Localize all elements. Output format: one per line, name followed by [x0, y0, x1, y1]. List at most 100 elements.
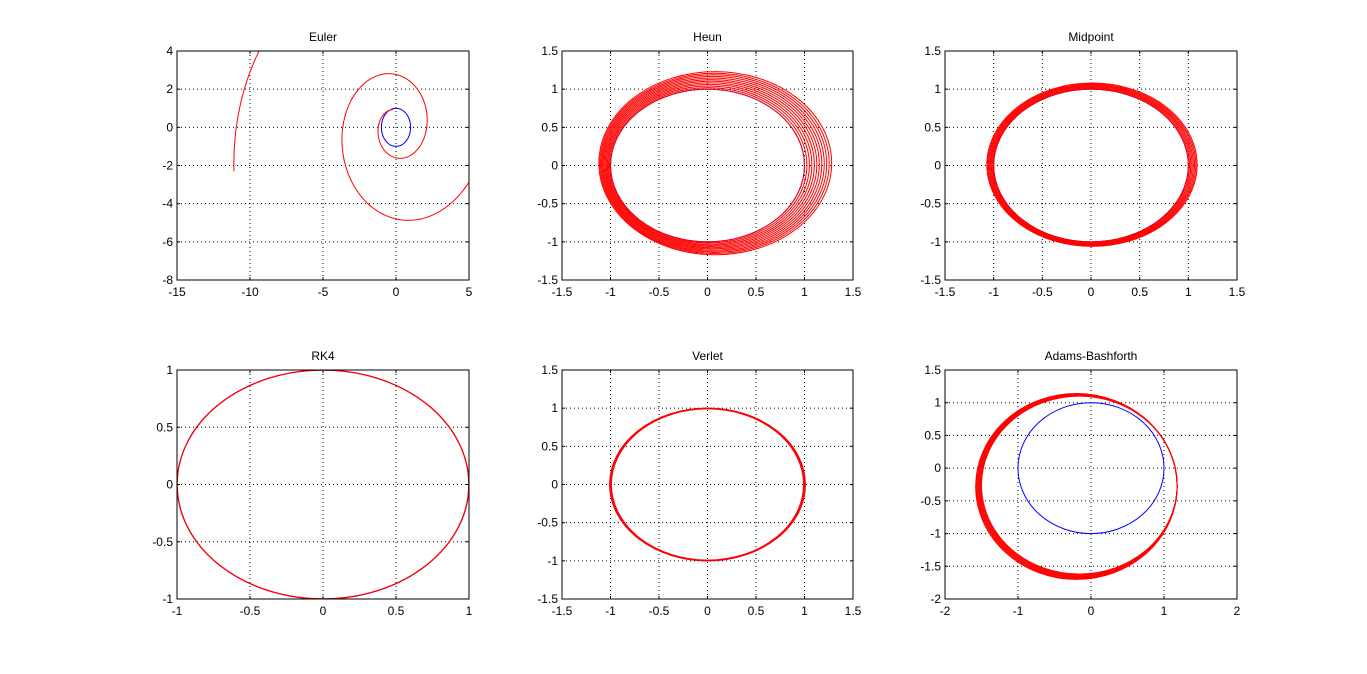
- series-line-numerical: [609, 407, 806, 562]
- y-tick-label: -0.5: [537, 516, 558, 530]
- x-tick-label: 0: [320, 604, 327, 618]
- x-tick-label: -1.5: [552, 285, 573, 299]
- plot-area: [986, 82, 1198, 247]
- y-tick-label: -0.5: [920, 197, 941, 211]
- y-tick-label: 1.5: [924, 363, 941, 377]
- series-line-numerical: [608, 87, 808, 244]
- series-line-numerical: [607, 85, 810, 245]
- series-line-numerical: [233, 51, 469, 221]
- y-tick-label: 0: [166, 478, 173, 492]
- y-tick-label: -1.5: [920, 273, 941, 287]
- plot-area: [598, 71, 833, 256]
- series-line-numerical: [991, 86, 1192, 244]
- x-tick-label: 5: [466, 285, 473, 299]
- x-tick-label: -5: [318, 285, 329, 299]
- series-line-numerical: [989, 85, 1194, 245]
- x-tick-label: 0.5: [1131, 285, 1148, 299]
- x-tick-label: 1: [1161, 604, 1168, 618]
- series-line-numerical: [992, 87, 1191, 243]
- x-tick-label: 0.5: [748, 604, 765, 618]
- y-tick-label: 2: [166, 82, 173, 96]
- y-tick-label: 0: [166, 120, 173, 134]
- y-tick-label: 0.5: [541, 120, 558, 134]
- subplot-adams-bashforth: Adams-Bashforth -2 -1 0 1 2 -2 -1.5 -1 -0.5 0 0.5 1…: [920, 349, 1240, 618]
- y-tick-label: 1.5: [924, 44, 941, 58]
- x-tick-label: -2: [940, 604, 951, 618]
- x-tick-label: 0.5: [748, 285, 765, 299]
- subplot-title: Adams-Bashforth: [1045, 349, 1138, 363]
- subplot-midpoint: Midpoint -1.5 -1 -0.5 0 0.5 1 1.5 -1.5 -1 -0.5 0 0.…: [920, 30, 1245, 299]
- subplot-verlet: Verlet -1.5 -1 -0.5 0 0.5 1 1.5 -1.5 -1 -0.5 0 0.5 1…: [537, 349, 861, 618]
- series-line-numerical: [605, 82, 815, 248]
- series-line-numerical: [986, 82, 1198, 247]
- y-tick-label: -4: [162, 197, 173, 211]
- y-tick-label: -1: [930, 235, 941, 249]
- y-tick-label: -1.5: [920, 559, 941, 573]
- series-line-numerical: [598, 71, 833, 256]
- x-tick-label: -1: [605, 285, 616, 299]
- x-tick-label: -10: [241, 285, 259, 299]
- x-tick-label: 0: [1088, 604, 1095, 618]
- series-line-reference: [1017, 402, 1165, 535]
- x-tick-label: 1: [466, 604, 473, 618]
- series-line-numerical: [990, 86, 1193, 245]
- y-tick-label: 1: [551, 82, 558, 96]
- x-tick-label: 0.5: [388, 604, 405, 618]
- x-tick-label: 1: [801, 285, 808, 299]
- y-tick-label: -1.5: [537, 273, 558, 287]
- y-tick-label: -1: [930, 527, 941, 541]
- series-line-numerical: [600, 74, 828, 253]
- x-tick-label: 0: [704, 285, 711, 299]
- y-tick-label: -0.5: [152, 535, 173, 549]
- series-line-numerical: [610, 88, 805, 243]
- x-tick-label: 1: [801, 604, 808, 618]
- x-tick-label: -0.5: [240, 604, 261, 618]
- y-tick-label: -1: [547, 235, 558, 249]
- subplot-title: Midpoint: [1068, 30, 1114, 44]
- series-line-numerical: [606, 83, 813, 246]
- subplot-euler: Euler -15 -10 -5 0 5 -8 -6 -4 -2 0 2 4: [162, 30, 473, 299]
- x-tick-label: 1: [1185, 285, 1192, 299]
- subplot-title: Euler: [309, 30, 337, 44]
- y-tick-label: 0.5: [541, 439, 558, 453]
- series-line-numerical: [975, 393, 1178, 580]
- x-tick-label: -0.5: [649, 604, 670, 618]
- y-tick-label: -0.5: [920, 494, 941, 508]
- y-tick-label: 0.5: [924, 120, 941, 134]
- y-tick-label: 0: [934, 159, 941, 173]
- y-tick-label: -2: [162, 159, 173, 173]
- subplot-title: Heun: [693, 30, 722, 44]
- series-line-numerical: [599, 72, 830, 255]
- subplot-rk4: RK4 -1 -0.5 0 0.5 1 -1 -0.5 0 0.5 1: [152, 349, 472, 618]
- x-tick-label: -1: [1013, 604, 1024, 618]
- x-tick-label: 1.5: [845, 285, 862, 299]
- series-line-reference: [380, 107, 412, 147]
- series-line-numerical: [601, 75, 825, 252]
- x-tick-label: 0: [1088, 285, 1095, 299]
- x-tick-label: 0: [704, 604, 711, 618]
- x-tick-label: -1: [172, 604, 183, 618]
- y-tick-label: 0.5: [924, 428, 941, 442]
- x-tick-label: -1.5: [935, 285, 956, 299]
- series-line-numerical: [987, 83, 1197, 247]
- y-tick-label: -1: [547, 554, 558, 568]
- plot-area: [233, 51, 469, 221]
- y-tick-label: 1: [934, 396, 941, 410]
- y-tick-label: 4: [166, 44, 173, 58]
- y-tick-label: -6: [162, 235, 173, 249]
- subplot-title: RK4: [311, 349, 335, 363]
- series-line-numerical: [602, 77, 823, 251]
- series-line-numerical: [604, 80, 818, 249]
- y-tick-label: 1: [166, 363, 173, 377]
- subplot-title: Verlet: [692, 349, 723, 363]
- y-tick-label: -8: [162, 273, 173, 287]
- x-tick-label: -1: [605, 604, 616, 618]
- y-tick-label: 1: [934, 82, 941, 96]
- series-line-numerical: [993, 88, 1189, 243]
- subplot-heun: Heun -1.5 -1 -0.5 0 0.5 1 1.5 -1.5 -1 -0.5 0 0.5 1 1.…: [537, 30, 861, 299]
- series-line-numerical: [988, 84, 1196, 246]
- y-tick-label: -1.5: [537, 592, 558, 606]
- y-tick-label: -1: [162, 592, 173, 606]
- x-tick-label: -1.5: [552, 604, 573, 618]
